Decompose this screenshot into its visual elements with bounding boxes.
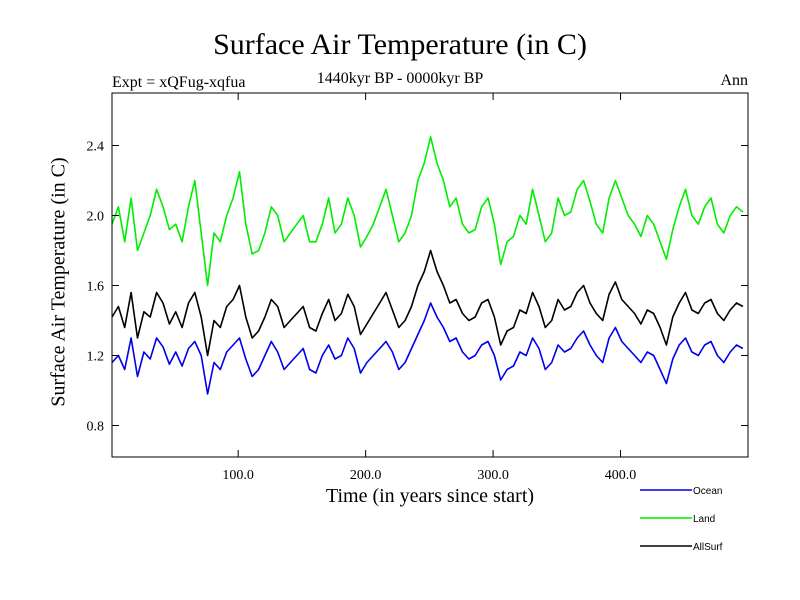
legend-label-allsurf: AllSurf: [693, 542, 723, 553]
x-axis-label: Time (in years since start): [325, 485, 535, 507]
plot-frame: [111, 92, 749, 458]
y-tick-label: 1.6: [87, 280, 105, 295]
y-axis-label: Surface Air Temperature (in C): [47, 157, 70, 407]
season-label: Ann: [720, 72, 748, 89]
legend-label-ocean: Ocean: [693, 486, 722, 497]
axes: 100.0 200.0 300.0 400.0 0.8 1.2 1.6 2.0 2.4: [87, 93, 748, 483]
legend-label-land: Land: [693, 514, 715, 525]
series-line-land: [111, 136, 744, 287]
chart-title: Surface Air Temperature (in C): [213, 28, 587, 61]
legend: Ocean Land AllSurf: [640, 486, 723, 553]
chart-subtitle: 1440kyr BP - 0000kyr BP: [316, 70, 484, 87]
x-tick-label: 100.0: [222, 468, 254, 483]
y-tick-label: 0.8: [87, 420, 105, 435]
plot-content: [111, 136, 744, 395]
series-line-ocean: [111, 302, 744, 395]
y-tick-label: 2.0: [87, 210, 105, 225]
x-tick-label: 300.0: [477, 468, 509, 483]
series-line-allsurf: [111, 249, 744, 357]
x-tick-label: 400.0: [605, 468, 637, 483]
y-tick-label: 1.2: [87, 350, 105, 365]
x-tick-label: 200.0: [350, 468, 382, 483]
experiment-label: Expt = xQFug-xqfua: [112, 74, 246, 91]
y-tick-label: 2.4: [87, 140, 105, 155]
